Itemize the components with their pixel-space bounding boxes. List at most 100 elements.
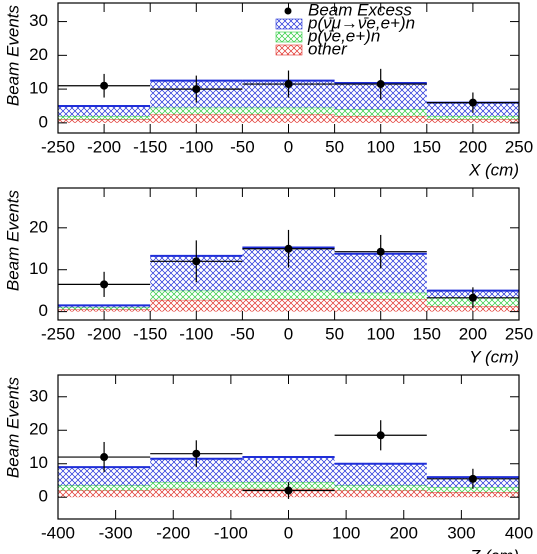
histogram-segment <box>334 490 427 498</box>
histogram-segment <box>334 485 427 491</box>
y-axis-label: Beam Events <box>3 190 22 292</box>
x-tick-label: -200 <box>87 324 121 343</box>
y-tick-label: 0 <box>39 112 48 131</box>
data-point <box>284 486 293 495</box>
x-axis-label: Y (cm) <box>469 347 519 366</box>
histogram-segment <box>150 290 243 300</box>
histogram-segment <box>426 492 519 498</box>
y-tick-label: 10 <box>29 453 48 472</box>
histogram-segment <box>58 309 151 312</box>
y-tick-label: 20 <box>29 217 48 236</box>
data-point <box>376 431 385 440</box>
histogram-segment <box>150 114 243 123</box>
histogram-segment <box>242 299 335 312</box>
x-tick-label: 150 <box>413 137 441 156</box>
x-tick-label: 0 <box>284 523 293 542</box>
histogram-segment <box>242 457 335 483</box>
histogram-segment <box>58 485 151 491</box>
data-point <box>192 257 201 266</box>
x-tick-label: -200 <box>87 137 121 156</box>
y-tick-label: 20 <box>29 420 48 439</box>
x-tick-label: 50 <box>325 324 344 343</box>
x-tick-label: 100 <box>367 137 395 156</box>
x-tick-label: 100 <box>332 523 360 542</box>
histogram-segment <box>150 458 243 483</box>
y-tick-label: 10 <box>29 79 48 98</box>
data-point <box>284 244 293 253</box>
x-tick-label: 0 <box>284 324 293 343</box>
histogram-segment <box>334 292 427 300</box>
data-point <box>100 453 109 462</box>
data-point <box>468 293 477 302</box>
histogram-segment <box>334 109 427 117</box>
x-tick-label: -100 <box>179 137 213 156</box>
legend-swatch <box>275 31 303 43</box>
legend-label: Beam Excess <box>308 0 412 19</box>
y-tick-label: 30 <box>29 11 48 30</box>
histogram-segment <box>58 116 151 120</box>
x-tick-label: -250 <box>41 137 75 156</box>
legend-label: p(ν̄e,e+)n <box>307 26 380 45</box>
x-tick-label: 200 <box>390 523 418 542</box>
histogram-segment <box>426 119 519 123</box>
histogram-segment <box>242 114 335 123</box>
y-tick-label: 0 <box>39 301 48 320</box>
data-point <box>376 247 385 256</box>
x-tick-label: -250 <box>41 324 75 343</box>
legend-swatch <box>275 44 303 56</box>
data-point <box>100 81 109 90</box>
histogram-segment <box>58 490 151 498</box>
x-tick-label: 200 <box>459 324 487 343</box>
x-tick-label: -50 <box>230 324 255 343</box>
histogram-segment <box>334 463 427 486</box>
x-tick-label: 150 <box>413 324 441 343</box>
histogram-segment <box>58 105 151 117</box>
x-axis-label: Z (cm) <box>469 546 519 554</box>
histogram-segment <box>58 305 151 308</box>
histogram-segment <box>426 487 519 493</box>
data-point <box>284 80 293 89</box>
histogram-segment <box>150 482 243 489</box>
histogram-segment <box>58 467 151 486</box>
y-axis-label: Beam Events <box>3 377 22 479</box>
x-tick-label: -150 <box>133 324 167 343</box>
histogram-segment <box>58 307 151 310</box>
data-point <box>100 280 109 289</box>
histogram-segment <box>426 306 519 312</box>
x-tick-label: 100 <box>367 324 395 343</box>
histogram-segment <box>334 116 427 123</box>
x-tick-label: 250 <box>505 324 533 343</box>
histogram-segment <box>426 116 519 120</box>
x-tick-label: -300 <box>99 523 133 542</box>
histogram-segment <box>150 107 243 115</box>
x-tick-label: 50 <box>325 137 344 156</box>
y-tick-label: 10 <box>29 259 48 278</box>
histogram-segment <box>150 488 243 498</box>
legend-label: other <box>308 39 348 58</box>
x-tick-label: -150 <box>133 137 167 156</box>
data-point <box>192 449 201 458</box>
data-point <box>468 474 477 483</box>
histogram-segment <box>58 119 151 123</box>
x-tick-label: -50 <box>230 137 255 156</box>
data-point <box>468 98 477 107</box>
legend-label: p(ν̄μ→ν̄e,e+)n <box>307 13 415 32</box>
x-tick-label: 400 <box>505 523 533 542</box>
data-point <box>376 80 385 89</box>
histogram-segment <box>242 290 335 300</box>
histogram-segment <box>242 107 335 115</box>
x-tick-label: 0 <box>284 137 293 156</box>
x-tick-label: -100 <box>214 523 248 542</box>
x-tick-label: 250 <box>505 137 533 156</box>
legend-marker <box>284 7 292 15</box>
x-tick-label: 200 <box>459 137 487 156</box>
x-tick-label: -100 <box>179 324 213 343</box>
x-tick-label: 300 <box>447 523 475 542</box>
histogram-segment <box>150 299 243 312</box>
y-tick-label: 0 <box>39 487 48 506</box>
histogram-segment <box>334 299 427 312</box>
data-point <box>192 85 201 94</box>
x-tick-label: -200 <box>156 523 190 542</box>
legend-swatch <box>275 18 303 30</box>
y-axis-label: Beam Events <box>3 5 22 107</box>
